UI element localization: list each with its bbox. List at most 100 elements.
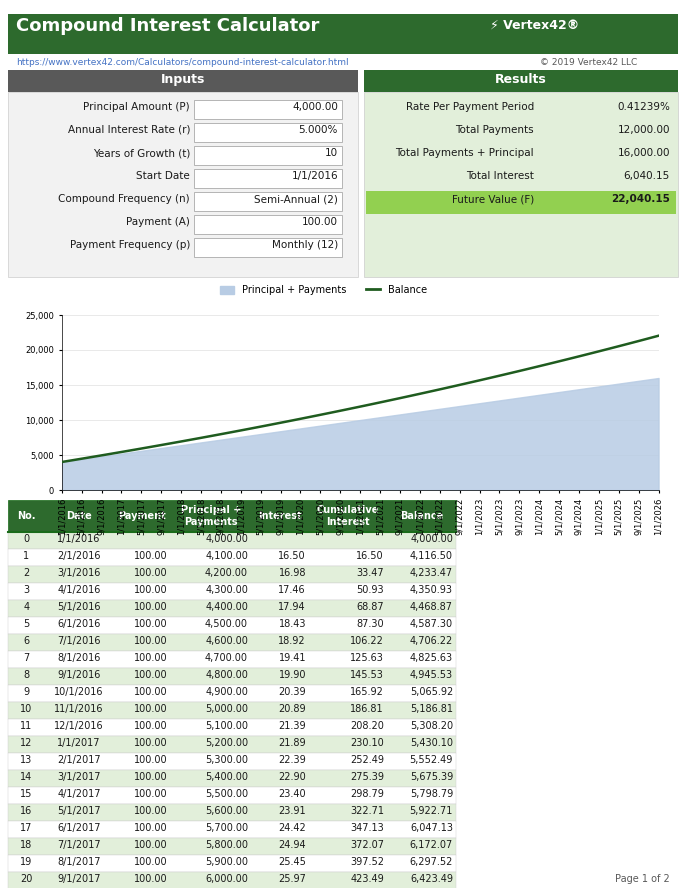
Text: 4,500.00: 4,500.00 (205, 619, 248, 629)
Text: 24.42: 24.42 (279, 823, 306, 833)
Text: 4,000.00: 4,000.00 (205, 534, 248, 544)
Text: 100.00: 100.00 (134, 840, 168, 850)
Text: 5,922.71: 5,922.71 (410, 806, 453, 816)
Text: 4,400.00: 4,400.00 (205, 602, 248, 612)
Text: 100.00: 100.00 (134, 585, 168, 595)
Bar (8, 70, 358, 92)
Text: 4,825.63: 4,825.63 (410, 653, 453, 663)
Bar (8, 804, 456, 821)
Text: 4,900.00: 4,900.00 (205, 687, 248, 697)
Text: 4,800.00: 4,800.00 (205, 670, 248, 680)
Text: 322.71: 322.71 (350, 806, 384, 816)
Text: Balance: Balance (400, 511, 443, 521)
Text: Interest: Interest (258, 511, 302, 521)
Text: 17.94: 17.94 (279, 602, 306, 612)
Text: 5,800.00: 5,800.00 (205, 840, 248, 850)
Bar (194, 215, 342, 234)
Text: 5,308.20: 5,308.20 (410, 721, 453, 731)
Text: 19.90: 19.90 (279, 670, 306, 680)
Text: Future Value (F): Future Value (F) (452, 194, 534, 204)
Text: Payment (A): Payment (A) (126, 217, 190, 227)
Text: 16,000.00: 16,000.00 (617, 148, 670, 158)
Bar (8, 617, 456, 634)
Text: 5.000%: 5.000% (298, 125, 338, 135)
Text: 3/1/2017: 3/1/2017 (57, 772, 101, 782)
Text: 100.00: 100.00 (134, 602, 168, 612)
Text: 2: 2 (23, 568, 29, 578)
Bar (8, 634, 456, 651)
Text: 21.89: 21.89 (279, 738, 306, 748)
Text: 5,900.00: 5,900.00 (205, 857, 248, 867)
Text: 7/1/2016: 7/1/2016 (57, 636, 101, 646)
Text: 33.47: 33.47 (356, 568, 384, 578)
Bar (364, 92, 678, 277)
Text: Total Payments + Principal: Total Payments + Principal (395, 148, 534, 158)
Text: 20.89: 20.89 (279, 704, 306, 714)
Text: Total Payments: Total Payments (456, 125, 534, 135)
Text: Monthly (12): Monthly (12) (272, 240, 338, 250)
Text: 10: 10 (325, 148, 338, 158)
Bar (8, 600, 456, 617)
Text: 100.00: 100.00 (302, 217, 338, 227)
Text: 0.41239%: 0.41239% (617, 102, 670, 112)
Bar (194, 238, 342, 257)
Text: 16.98: 16.98 (279, 568, 306, 578)
Text: 4,300.00: 4,300.00 (205, 585, 248, 595)
Bar (8, 14, 678, 54)
Text: 165.92: 165.92 (350, 687, 384, 697)
Text: 16.50: 16.50 (279, 551, 306, 561)
Text: 1/1/2016: 1/1/2016 (58, 534, 101, 544)
Bar (8, 736, 456, 753)
Text: Total Interest: Total Interest (466, 171, 534, 181)
Bar (8, 583, 456, 600)
Bar (364, 70, 678, 92)
Text: ⚡ Vertex42®: ⚡ Vertex42® (490, 19, 579, 32)
Text: 87.30: 87.30 (356, 619, 384, 629)
Text: Compound Frequency (n): Compound Frequency (n) (58, 194, 190, 204)
Text: 25.45: 25.45 (278, 857, 306, 867)
Text: 100.00: 100.00 (134, 551, 168, 561)
Text: 100.00: 100.00 (134, 755, 168, 765)
Bar (8, 855, 456, 872)
Text: 5,500.00: 5,500.00 (205, 789, 248, 799)
Text: 5,430.10: 5,430.10 (410, 738, 453, 748)
Text: 12/1/2016: 12/1/2016 (54, 721, 104, 731)
Text: 6,040.15: 6,040.15 (624, 171, 670, 181)
Text: 6,172.07: 6,172.07 (410, 840, 453, 850)
Text: 5,700.00: 5,700.00 (205, 823, 248, 833)
Text: 0: 0 (23, 534, 29, 544)
Text: 100.00: 100.00 (134, 653, 168, 663)
Text: Years of Growth (t): Years of Growth (t) (93, 148, 190, 158)
Text: 14: 14 (21, 772, 33, 782)
Text: 6/1/2017: 6/1/2017 (57, 823, 101, 833)
Text: 4,706.22: 4,706.22 (410, 636, 453, 646)
Text: 9/1/2016: 9/1/2016 (58, 670, 101, 680)
Text: 347.13: 347.13 (351, 823, 384, 833)
Text: 6,000.00: 6,000.00 (205, 874, 248, 884)
Text: Results: Results (495, 73, 547, 86)
Bar (8, 821, 456, 838)
Bar (8, 549, 456, 566)
Text: 15: 15 (21, 789, 33, 799)
Text: 2/1/2017: 2/1/2017 (57, 755, 101, 765)
Bar (8, 787, 456, 804)
Text: 20: 20 (21, 874, 33, 884)
Text: Payment: Payment (118, 511, 166, 521)
Text: 4: 4 (23, 602, 29, 612)
Text: © 2019 Vertex42 LLC: © 2019 Vertex42 LLC (540, 58, 637, 67)
Text: 4,000.00: 4,000.00 (410, 534, 453, 544)
Text: 100.00: 100.00 (134, 823, 168, 833)
Text: 5/1/2016: 5/1/2016 (57, 602, 101, 612)
Text: 298.79: 298.79 (350, 789, 384, 799)
Text: 19: 19 (21, 857, 33, 867)
Bar (8, 500, 456, 532)
Bar (8, 532, 456, 549)
Text: 4,350.93: 4,350.93 (410, 585, 453, 595)
Text: 22.90: 22.90 (279, 772, 306, 782)
Text: 9/1/2017: 9/1/2017 (57, 874, 101, 884)
Text: 100.00: 100.00 (134, 874, 168, 884)
Text: 372.07: 372.07 (350, 840, 384, 850)
Text: 5,300.00: 5,300.00 (205, 755, 248, 765)
Text: 5,600.00: 5,600.00 (205, 806, 248, 816)
Text: 17: 17 (21, 823, 33, 833)
